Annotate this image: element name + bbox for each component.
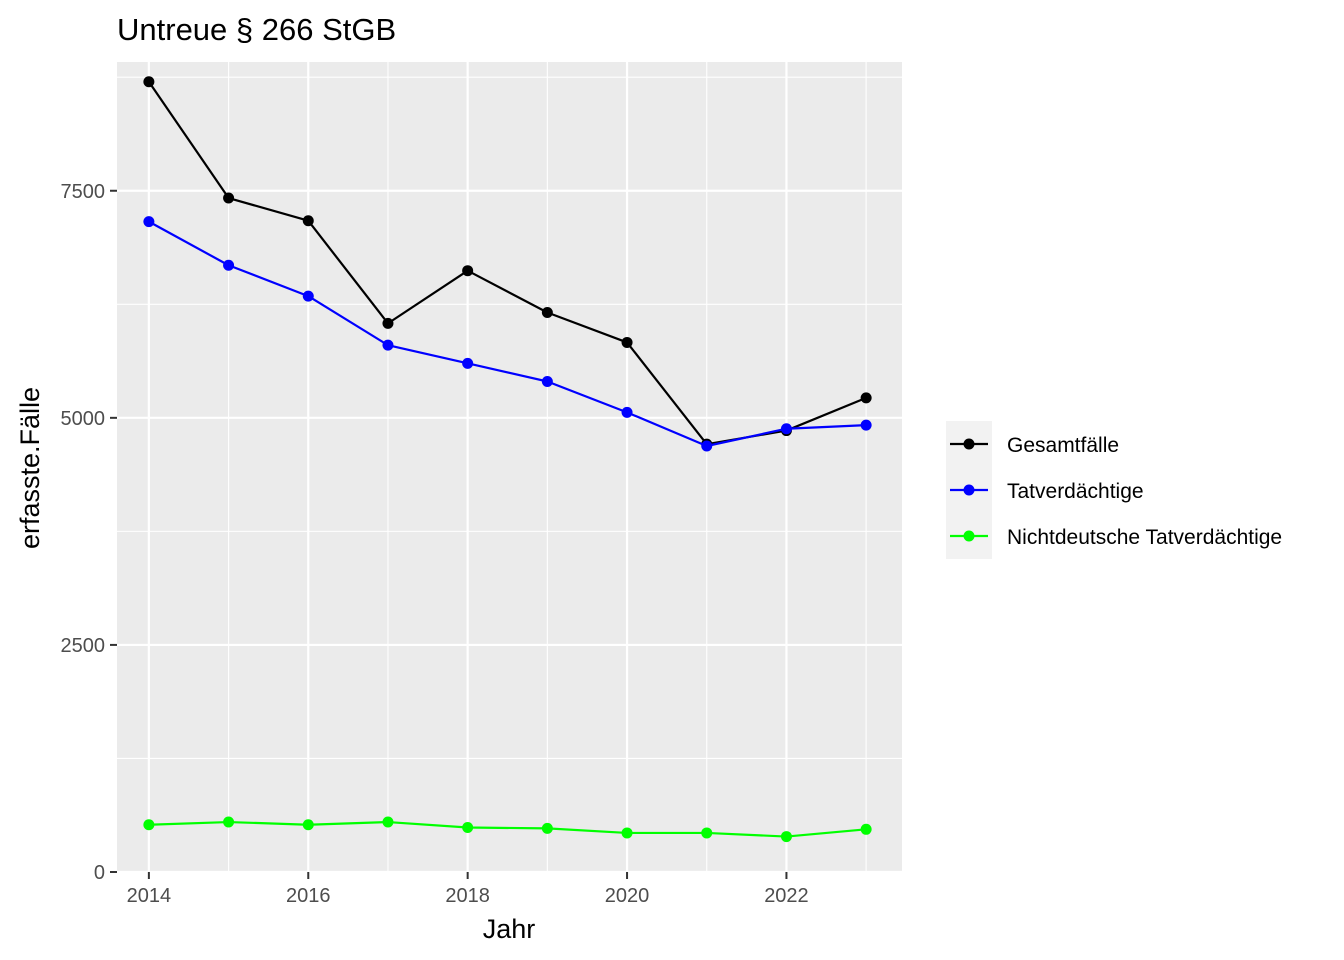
series-2-point	[701, 440, 713, 452]
chart-title: Untreue § 266 StGB	[117, 12, 396, 47]
series-line-3	[148, 820, 867, 838]
plot-panel	[117, 62, 902, 872]
series-3-point	[860, 823, 872, 835]
series-1-point	[302, 215, 314, 227]
series-3-point	[621, 827, 633, 839]
x-tick-label: 2018	[445, 885, 490, 907]
x-tick-label: 2020	[605, 885, 650, 907]
series-1-point	[143, 76, 155, 88]
series-3-point	[462, 821, 474, 833]
series-3-point	[701, 827, 713, 839]
legend-label: Tatverdächtige	[1007, 480, 1144, 503]
series-3-point	[302, 819, 314, 831]
axes-layer: 2014 2016 2018 2020 2022 0 2500 5000 7500	[61, 181, 809, 907]
legend-label: Nichtdeutsche Tatverdächtige	[1007, 526, 1282, 549]
grid-minor	[117, 62, 902, 872]
y-tick-label: 0	[94, 862, 105, 884]
y-tick-label: 7500	[61, 181, 106, 203]
series-1-point	[223, 192, 235, 204]
series-line-2	[148, 220, 867, 448]
series-2-point	[462, 357, 474, 369]
series-1-point	[462, 265, 474, 277]
series-1-point	[860, 392, 872, 404]
series-1-point	[621, 336, 633, 348]
series-2-point	[621, 406, 633, 418]
series-2-point	[223, 259, 235, 271]
series-1-point	[541, 306, 553, 318]
x-tick-label: 2016	[286, 885, 331, 907]
series-2-point	[780, 423, 792, 435]
legend: Gesamtfälle Tatverdächtige Nichtdeutsche T…	[946, 421, 1282, 559]
series-2-point	[143, 216, 155, 228]
series-3-point	[541, 822, 553, 834]
x-axis-title: Jahr	[483, 914, 536, 944]
grid-major	[117, 62, 902, 874]
series-layer	[143, 76, 872, 843]
series-2-point	[302, 290, 314, 302]
series-3-point	[382, 816, 394, 828]
x-tick-label: 2014	[127, 885, 172, 907]
series-1-point	[382, 317, 394, 329]
series-3-point	[780, 831, 792, 843]
x-tick-label: 2022	[764, 885, 809, 907]
legend-key-point	[963, 530, 975, 542]
legend-key-point	[963, 438, 975, 450]
y-tick-label: 5000	[61, 408, 106, 430]
legend-label: Gesamtfälle	[1007, 434, 1119, 457]
series-2-point	[860, 419, 872, 431]
legend-key-point	[963, 484, 975, 496]
series-3-point	[143, 819, 155, 831]
series-2-point	[382, 339, 394, 351]
series-2-point	[541, 376, 553, 388]
y-tick-label: 2500	[61, 635, 106, 657]
y-axis-title: erfasste.Fälle	[15, 387, 45, 549]
series-3-point	[223, 816, 235, 828]
